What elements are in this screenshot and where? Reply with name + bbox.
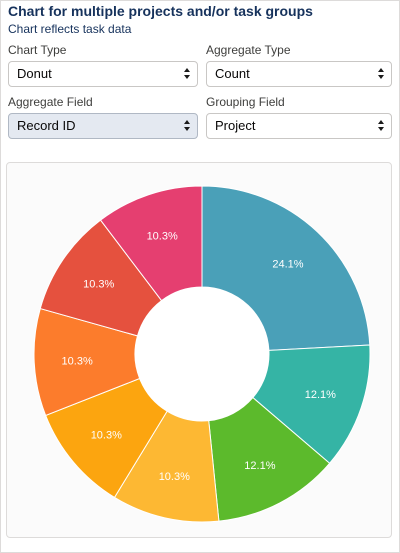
slice-label: 12.1% [244,460,275,472]
aggregate-type-value: Count [215,66,250,81]
slice-label: 10.3% [159,471,190,483]
aggregate-field-value: Record ID [17,118,76,133]
page-title: Chart for multiple projects and/or task … [8,3,313,19]
slice-label: 10.3% [83,279,114,291]
select-arrows-icon [184,120,190,132]
slice-label: 10.3% [91,429,122,441]
slice-label: 24.1% [272,258,303,270]
select-arrows-icon [378,120,384,132]
select-arrows-icon [184,68,190,80]
select-arrows-icon [378,68,384,80]
chart-card: 24.1% 12.1% 12.1% 10.3% 10.3% 10.3% 10.3% 10.3% [6,162,392,538]
slice-label: 10.3% [62,355,93,367]
slice-label: 12.1% [305,389,336,401]
donut-slice[interactable] [99,185,203,302]
chart-type-select[interactable]: Donut [8,61,198,87]
grouping-field-value: Project [215,118,256,133]
donut-hole [135,287,269,421]
slice-label: 10.3% [147,231,178,243]
aggregate-type-select[interactable]: Count [206,61,392,87]
aggregate-field-label: Aggregate Field [8,95,93,109]
chart-type-value: Donut [17,66,52,81]
chart-type-label: Chart Type [8,43,67,57]
grouping-field-label: Grouping Field [206,95,285,109]
aggregate-type-label: Aggregate Type [206,43,291,57]
grouping-field-select[interactable]: Project [206,113,392,139]
donut-chart: 24.1% 12.1% 12.1% 10.3% 10.3% 10.3% 10.3% 10.3% [33,185,371,523]
page-subtitle: Chart reflects task data [8,22,132,36]
aggregate-field-select[interactable]: Record ID [8,113,198,139]
